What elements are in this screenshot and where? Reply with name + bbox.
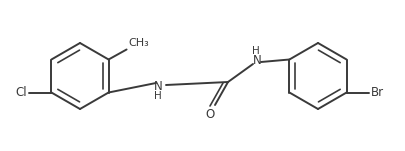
Text: Br: Br (370, 86, 383, 99)
Text: N: N (153, 80, 162, 93)
Text: Cl: Cl (16, 86, 28, 99)
Text: H: H (252, 46, 259, 56)
Text: CH₃: CH₃ (128, 39, 149, 48)
Text: O: O (205, 108, 214, 120)
Text: N: N (252, 53, 261, 66)
Text: H: H (154, 91, 162, 101)
